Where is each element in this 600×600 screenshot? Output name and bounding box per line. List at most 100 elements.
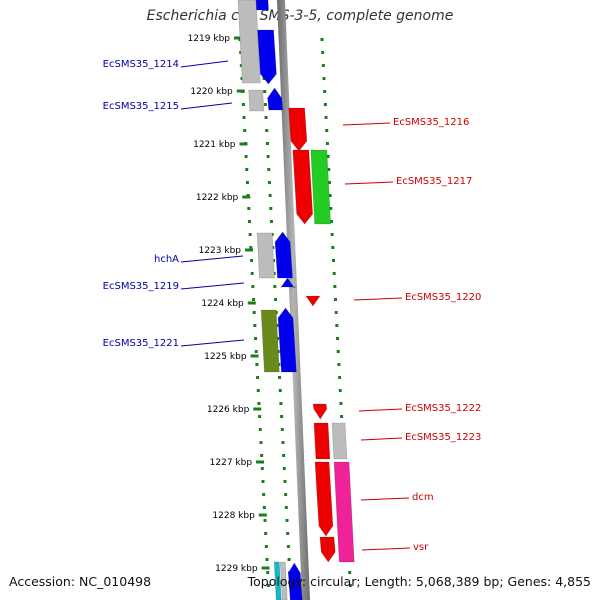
right-ruler-line-dot [324,116,328,119]
gene-leader-line [180,60,229,68]
right-ruler-line-dot [336,350,340,353]
right-ruler-line-dot [325,129,329,132]
left-ruler-line-dot [255,363,259,366]
left-ruler-line-dot [254,337,258,340]
gene-gray-1214 [237,0,261,84]
left-ruler-line-dot [249,246,253,249]
right-ruler-line-dot [337,363,341,366]
left-ruler-line-dot [265,558,269,561]
mid-ruler-line-dot [280,415,284,418]
gene-label-right: dcm [412,492,434,503]
left-ruler-line-dot [256,389,260,392]
mid-ruler-line-dot [274,298,278,301]
gene-gray-1215 [248,89,265,112]
right-ruler-line-dot [331,246,335,249]
ruler-tick [247,301,256,305]
gene-red-dcm [314,461,334,537]
gene-leader-line [180,339,245,347]
mid-ruler-line-dot [284,506,288,509]
ruler-label: 1226 kbp [207,405,250,415]
mid-ruler-line-dot [265,129,269,132]
gene-blue-1214 [257,29,277,85]
mid-ruler-line-dot [286,545,290,548]
ruler-tick [261,566,270,570]
left-ruler-line-dot [256,376,260,379]
left-ruler-line-dot [239,51,243,54]
ruler-tick [250,354,259,358]
left-ruler-line-dot [260,454,264,457]
gene-green-1217 [310,149,332,225]
gene-label-right: EcSMS35_1223 [405,432,481,443]
right-ruler-line-dot [333,285,337,288]
right-ruler-line-dot [323,90,327,93]
right-ruler-line-dot [335,324,339,327]
right-ruler-line-dot [338,389,342,392]
gene-olive-1221 [260,309,280,373]
gene-red-1220 [305,295,321,307]
gene-label-left: hchA [154,254,179,265]
gene-leader-line [353,297,403,301]
gene-blue-1221 [277,307,297,373]
right-ruler-line-dot [329,220,333,223]
ruler-label: 1229 kbp [215,564,258,574]
gene-leader-line [360,437,403,441]
genome-axis [277,0,310,600]
left-ruler-line-dot [264,545,268,548]
mid-ruler-line-dot [278,389,282,392]
right-ruler-line-dot [325,142,329,145]
ruler-label: 1227 kbp [210,458,253,468]
gene-cyan-1229 [273,561,282,600]
left-ruler-line-dot [258,415,262,418]
gene-label-right: EcSMS35_1216 [393,117,469,128]
mid-ruler-line-dot [266,155,270,158]
left-ruler-line-dot [245,181,249,184]
gene-red-1222 [312,403,328,420]
right-ruler-line-dot [327,168,331,171]
left-ruler-line-dot [247,207,251,210]
mid-ruler-line-dot [285,519,289,522]
left-ruler-line-dot [239,64,243,67]
mid-ruler-line-dot [267,168,271,171]
ruler-label: 1223 kbp [199,246,242,256]
gene-leader-line [344,181,394,185]
left-ruler-line-dot [245,168,249,171]
gene-leader-line [180,102,233,110]
mid-ruler-line-dot [278,376,282,379]
right-ruler-line-dot [322,77,326,80]
right-ruler-line-dot [321,64,325,67]
left-ruler-line-dot [240,77,244,80]
gene-leader-line [361,547,411,551]
right-ruler-line-dot [326,155,330,158]
gene-label-right: vsr [413,542,429,553]
left-ruler-line-dot [262,493,266,496]
mid-ruler-line-dot [269,220,273,223]
right-ruler-line-dot [348,584,352,587]
right-ruler-line-dot [334,298,338,301]
left-ruler-line-dot [252,311,256,314]
mid-ruler-line-dot [282,454,286,457]
left-ruler-line-dot [266,571,270,574]
ruler-tick [242,195,251,199]
left-ruler-line-dot [247,220,251,223]
gene-label-left: EcSMS35_1214 [103,59,179,70]
mid-ruler-line-dot [267,181,271,184]
mid-ruler-line-dot [281,441,285,444]
mid-ruler-line-dot [264,116,268,119]
diagram-title: Escherichia coli SMS-3-5, complete genom… [146,8,454,24]
left-ruler-line-dot [266,584,270,587]
gene-blue-1229 [287,562,303,600]
gene-blue-1219 [280,277,296,289]
left-ruler-line-dot [242,116,246,119]
ruler-tick [234,36,242,40]
gene-blue-hchA [274,231,293,279]
gene-label-left: EcSMS35_1219 [103,281,179,292]
left-ruler-line-dot [262,506,266,509]
right-ruler-line-dot [332,272,336,275]
left-ruler-line-dot [259,441,263,444]
gene-red-1223 [313,422,331,460]
left-ruler-line-dot [243,129,247,132]
left-ruler-line-dot [254,350,258,353]
left-ruler-line-dot [249,259,253,262]
left-ruler-line-dot [264,532,268,535]
